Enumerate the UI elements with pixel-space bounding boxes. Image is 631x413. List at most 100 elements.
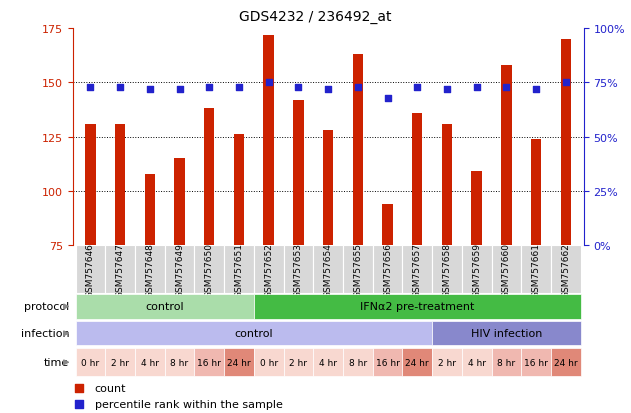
- Point: [115, 84, 125, 91]
- Bar: [551, 349, 581, 376]
- Text: 16 hr: 16 hr: [375, 358, 399, 367]
- Point: [74, 401, 84, 408]
- Point: [531, 86, 541, 93]
- Point: [502, 84, 512, 91]
- Bar: [313, 349, 343, 376]
- Bar: [264, 36, 274, 246]
- Text: GSM757651: GSM757651: [235, 242, 244, 297]
- Text: 4 hr: 4 hr: [468, 358, 486, 367]
- Bar: [462, 349, 492, 376]
- Bar: [76, 294, 254, 319]
- Bar: [105, 246, 135, 293]
- Bar: [174, 159, 185, 246]
- Text: 2 hr: 2 hr: [290, 358, 307, 367]
- Text: 0 hr: 0 hr: [259, 358, 278, 367]
- Point: [323, 86, 333, 93]
- Bar: [144, 174, 155, 246]
- Bar: [373, 246, 403, 293]
- Bar: [432, 246, 462, 293]
- Text: GSM757648: GSM757648: [145, 242, 155, 297]
- Text: GSM757658: GSM757658: [442, 242, 452, 297]
- Point: [264, 80, 274, 86]
- Text: time: time: [44, 357, 69, 368]
- Bar: [76, 321, 432, 346]
- Text: 24 hr: 24 hr: [554, 358, 577, 367]
- Text: GSM757660: GSM757660: [502, 242, 511, 297]
- Text: 2 hr: 2 hr: [111, 358, 129, 367]
- Text: 16 hr: 16 hr: [524, 358, 548, 367]
- Text: HIV infection: HIV infection: [471, 328, 542, 339]
- Text: GDS4232 / 236492_at: GDS4232 / 236492_at: [239, 10, 392, 24]
- Bar: [204, 109, 215, 246]
- Text: 24 hr: 24 hr: [227, 358, 251, 367]
- Bar: [382, 204, 392, 246]
- Text: GSM757661: GSM757661: [532, 242, 541, 297]
- Bar: [403, 349, 432, 376]
- Bar: [283, 246, 313, 293]
- Bar: [521, 246, 551, 293]
- Point: [85, 84, 95, 91]
- Text: GSM757657: GSM757657: [413, 242, 422, 297]
- Text: 16 hr: 16 hr: [198, 358, 221, 367]
- Point: [293, 84, 304, 91]
- Bar: [343, 349, 373, 376]
- Bar: [105, 349, 135, 376]
- Bar: [313, 246, 343, 293]
- Text: control: control: [145, 301, 184, 312]
- Bar: [224, 349, 254, 376]
- Bar: [76, 246, 105, 293]
- Text: GSM757659: GSM757659: [472, 242, 481, 297]
- Text: GSM757647: GSM757647: [115, 242, 124, 297]
- Point: [234, 84, 244, 91]
- Bar: [531, 140, 541, 246]
- Text: GSM757652: GSM757652: [264, 242, 273, 297]
- Point: [204, 84, 215, 91]
- Bar: [135, 349, 165, 376]
- Point: [144, 86, 155, 93]
- Bar: [323, 131, 333, 246]
- Point: [561, 80, 571, 86]
- Bar: [403, 246, 432, 293]
- Bar: [194, 349, 224, 376]
- Point: [74, 385, 84, 391]
- Bar: [492, 349, 521, 376]
- Text: GSM757653: GSM757653: [294, 242, 303, 297]
- Text: 8 hr: 8 hr: [497, 358, 516, 367]
- Text: GSM757654: GSM757654: [324, 242, 333, 297]
- Bar: [551, 246, 581, 293]
- Text: control: control: [235, 328, 273, 339]
- Bar: [254, 294, 581, 319]
- Bar: [165, 349, 194, 376]
- Bar: [462, 246, 492, 293]
- Bar: [135, 246, 165, 293]
- Bar: [432, 321, 581, 346]
- Bar: [165, 246, 194, 293]
- Point: [412, 84, 422, 91]
- Text: GSM757655: GSM757655: [353, 242, 362, 297]
- Text: 8 hr: 8 hr: [349, 358, 367, 367]
- Text: infection: infection: [21, 328, 69, 339]
- Text: GSM757662: GSM757662: [562, 242, 570, 297]
- Text: GSM757656: GSM757656: [383, 242, 392, 297]
- Bar: [254, 349, 283, 376]
- Text: GSM757650: GSM757650: [204, 242, 214, 297]
- Text: protocol: protocol: [24, 301, 69, 312]
- Bar: [254, 246, 283, 293]
- Bar: [373, 349, 403, 376]
- Text: GSM757646: GSM757646: [86, 242, 95, 297]
- Bar: [283, 349, 313, 376]
- Point: [353, 84, 363, 91]
- Text: count: count: [95, 383, 126, 393]
- Bar: [194, 246, 224, 293]
- Bar: [471, 172, 482, 246]
- Bar: [432, 349, 462, 376]
- Bar: [76, 349, 105, 376]
- Point: [442, 86, 452, 93]
- Text: 4 hr: 4 hr: [319, 358, 337, 367]
- Text: 24 hr: 24 hr: [406, 358, 429, 367]
- Bar: [561, 40, 571, 246]
- Point: [382, 95, 392, 102]
- Bar: [115, 124, 126, 246]
- Bar: [343, 246, 373, 293]
- Bar: [442, 124, 452, 246]
